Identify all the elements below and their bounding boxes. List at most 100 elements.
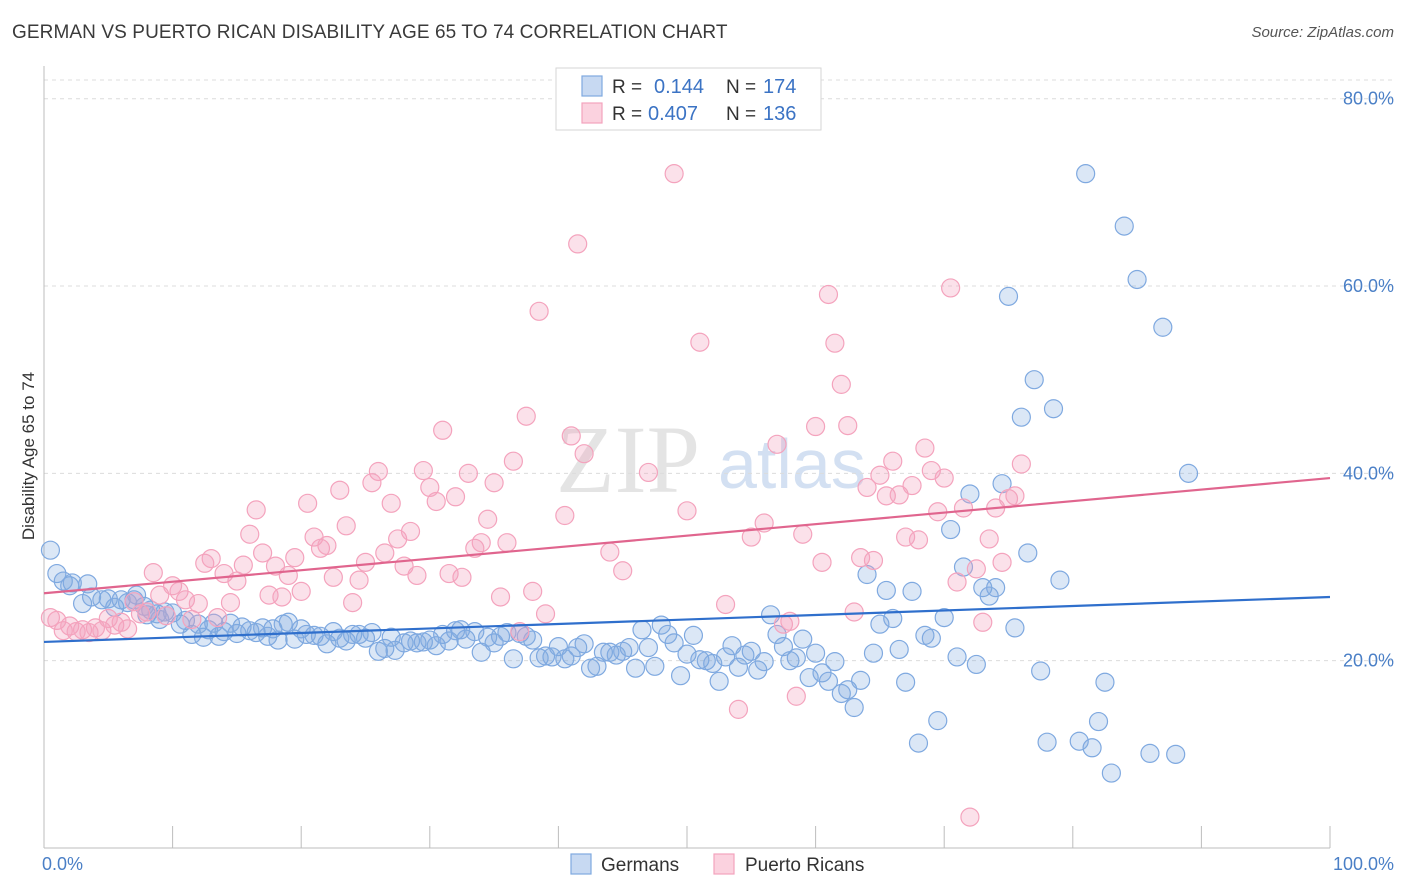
- puerto-rican-point-46: [336, 516, 356, 536]
- german-point-134: [876, 580, 896, 601]
- german-point-4: [62, 573, 82, 593]
- puerto-rican-point-43: [317, 535, 337, 556]
- german-point-118: [773, 637, 794, 657]
- puerto-rican-point-13: [124, 592, 144, 612]
- german-point-109: [715, 647, 736, 667]
- german-point-104: [683, 625, 704, 645]
- german-point-145: [947, 647, 967, 667]
- german-point-120: [786, 648, 806, 668]
- german-point-96: [632, 620, 652, 640]
- chart-title: GERMAN VS PUERTO RICAN DISABILITY AGE 65…: [12, 22, 728, 43]
- watermark-zip: ZIP: [556, 406, 700, 513]
- puerto-rican-point-62: [439, 563, 459, 584]
- puerto-rican-point-49: [355, 552, 376, 572]
- puerto-rican-point-120: [953, 498, 974, 518]
- y-tick-label-0: 20.0%: [1343, 651, 1394, 671]
- puerto-rican-point-15: [137, 602, 157, 622]
- puerto-rican-point-87: [690, 332, 710, 352]
- german-point-76: [503, 649, 523, 669]
- puerto-rican-point-45: [330, 480, 350, 500]
- y-tick-label-3: 80.0%: [1343, 89, 1394, 109]
- puerto-rican-point-123: [973, 612, 993, 632]
- puerto-rican-point-47: [343, 593, 363, 613]
- y-tick-labels: 20.0% 40.0% 60.0% 80.0%: [1343, 89, 1394, 671]
- german-point-54: [362, 622, 382, 643]
- german-point-144: [941, 519, 961, 540]
- puerto-rican-point-117: [934, 468, 954, 488]
- german-point-156: [1018, 543, 1038, 563]
- puerto-rican-point-73: [510, 622, 530, 642]
- german-point-143: [934, 607, 954, 628]
- puerto-rican-point-68: [478, 509, 498, 529]
- german-point-172: [1166, 744, 1186, 764]
- puerto-rican-point-36: [272, 587, 292, 607]
- puerto-rican-point-60: [426, 491, 446, 512]
- german-point-68: [451, 620, 471, 640]
- puerto-rican-point-100: [825, 333, 845, 353]
- germans-trend-line: [43, 595, 1331, 644]
- german-point-171: [1153, 317, 1173, 337]
- puerto-rican-point-26: [208, 607, 228, 628]
- puerto-rican-point-118: [941, 278, 961, 298]
- stats-swatch-germans: [581, 75, 603, 97]
- german-point-94: [619, 637, 639, 658]
- german-point-129: [844, 697, 864, 718]
- puerto-rican-point-98: [812, 552, 832, 572]
- puerto-rican-point-96: [793, 524, 813, 544]
- puerto-rican-point-110: [889, 485, 909, 505]
- german-point-89: [587, 656, 607, 676]
- x-tick-label-0: 0.0%: [42, 854, 83, 874]
- german-point-122: [799, 667, 819, 688]
- german-point-123: [805, 643, 826, 663]
- german-point-128: [838, 680, 858, 700]
- german-point-153: [998, 286, 1019, 306]
- stats-r-value-puerto-ricans: 0.407: [648, 103, 698, 125]
- puerto-rican-point-53: [381, 493, 401, 513]
- german-point-95: [625, 658, 646, 678]
- legend-swatch-germans: [570, 853, 592, 875]
- puerto-rican-point-69: [484, 473, 504, 493]
- puerto-rican-point-30: [233, 555, 253, 575]
- puerto-rican-point-83: [613, 561, 633, 581]
- puerto-rican-point-129: [1011, 454, 1031, 474]
- german-point-163: [1076, 164, 1096, 184]
- german-point-108: [709, 671, 729, 691]
- x-tick-label-1: 100.0%: [1333, 854, 1394, 874]
- puerto-rican-point-95: [786, 686, 806, 706]
- german-point-138: [902, 581, 922, 601]
- german-point-160: [1043, 399, 1064, 419]
- puerto-rican-point-23: [188, 593, 208, 614]
- puerto-rican-point-128: [1005, 486, 1025, 506]
- puerto-rican-point-22: [182, 609, 202, 630]
- stats-r-label-puerto-ricans: R =: [612, 104, 642, 125]
- german-point-101: [664, 633, 684, 653]
- german-point-87: [574, 634, 594, 654]
- german-point-166: [1095, 672, 1115, 692]
- german-point-158: [1031, 661, 1051, 681]
- puerto-rican-point-56: [400, 521, 421, 542]
- german-point-113: [741, 641, 761, 661]
- stats-n-value-puerto-ricans: 136: [763, 103, 796, 125]
- german-point-0: [40, 540, 61, 560]
- german-point-139: [908, 733, 929, 753]
- german-point-83: [548, 637, 569, 657]
- german-point-155: [1011, 407, 1031, 427]
- puerto-rican-point-92: [767, 434, 787, 454]
- german-point-135: [883, 608, 903, 629]
- german-point-121: [793, 629, 813, 649]
- puerto-rican-point-33: [253, 543, 273, 563]
- german-point-1: [47, 563, 67, 584]
- puerto-rican-point-70: [490, 587, 511, 607]
- german-point-169: [1127, 269, 1147, 290]
- stats-r-label-germans: R =: [612, 77, 642, 98]
- source-label: Source: ZipAtlas.com: [1251, 24, 1394, 41]
- puerto-rican-point-106: [863, 550, 884, 571]
- puerto-rican-point-72: [503, 451, 523, 471]
- german-point-102: [670, 666, 691, 686]
- puerto-rican-point-50: [362, 473, 382, 493]
- puerto-rican-point-119: [947, 572, 967, 592]
- puerto-rican-point-21: [175, 590, 196, 610]
- puerto-rican-point-99: [818, 284, 839, 305]
- puerto-rican-point-32: [246, 500, 266, 520]
- german-point-136: [889, 639, 909, 660]
